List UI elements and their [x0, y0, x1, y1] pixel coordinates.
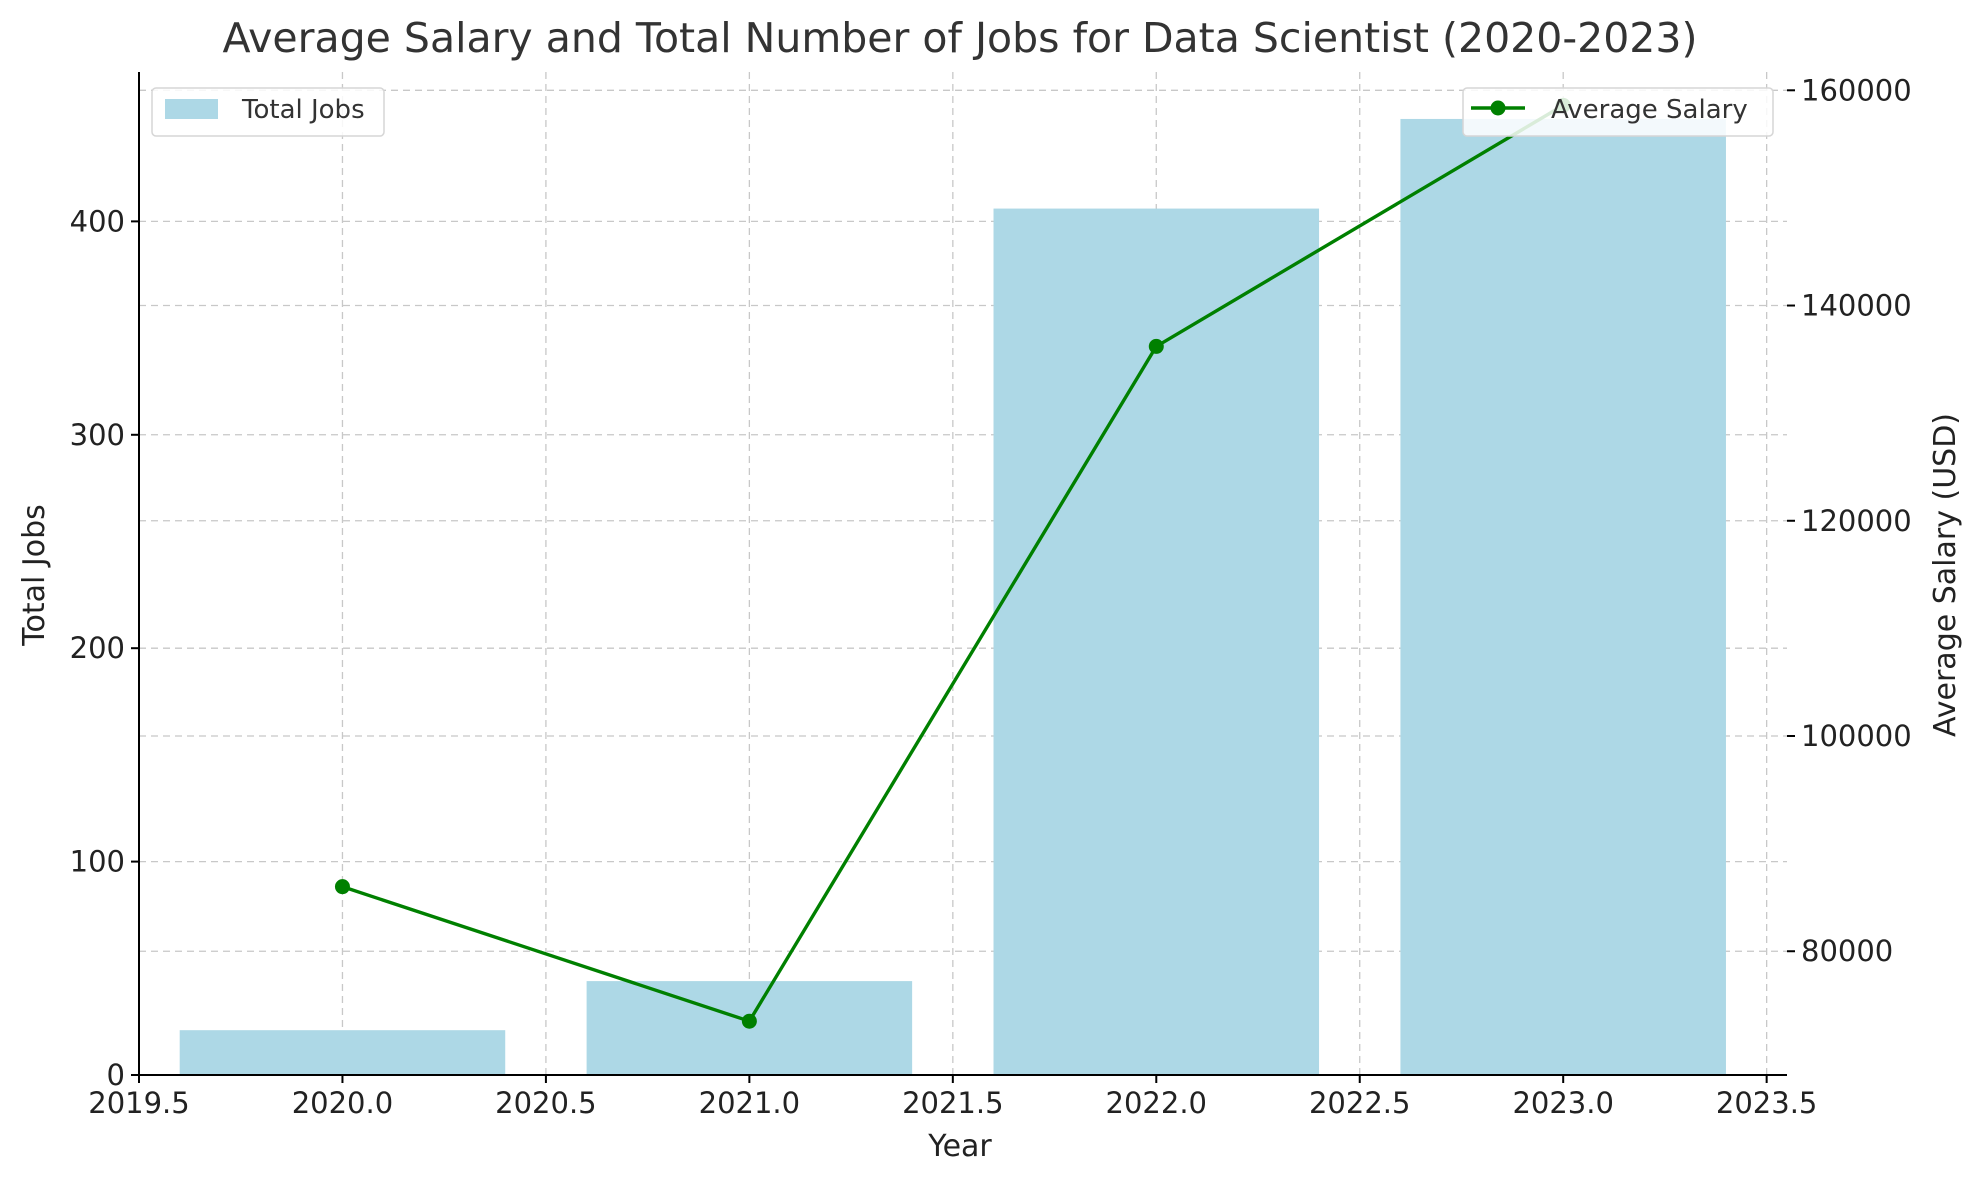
x-tick-label: 2023.5: [1716, 1086, 1817, 1120]
left-y-tick-label: 0: [107, 1058, 125, 1092]
x-tick-label: 2023.0: [1512, 1086, 1613, 1120]
x-tick-label: 2021.5: [902, 1086, 1003, 1120]
right-y-tick-label: 120000: [1801, 504, 1912, 538]
x-tick-label: 2021.0: [699, 1086, 800, 1120]
left-y-tick-label: 300: [70, 418, 125, 452]
left-y-tick-label: 100: [70, 845, 125, 879]
chart-title: Average Salary and Total Number of Jobs …: [223, 14, 1698, 62]
right-y-axis-label: Average Salary (USD): [1928, 413, 1963, 737]
legend-total-jobs: Total Jobs: [152, 88, 384, 136]
legend-marker-average-salary: [1491, 101, 1506, 116]
x-axis-label: Year: [927, 1129, 992, 1164]
right-y-tick-label: 80000: [1801, 934, 1893, 968]
x-tick-label: 2020.0: [292, 1086, 393, 1120]
left-y-tick-label: 400: [70, 204, 125, 238]
legend-swatch-total-jobs: [165, 99, 218, 119]
x-tick-label: 2022.5: [1309, 1086, 1410, 1120]
right-y-tick-label: 140000: [1801, 289, 1912, 323]
left-y-axis-label: Total Jobs: [17, 504, 52, 646]
right-y-axis-ticks: 80000 100000 120000 140000 160000: [1787, 73, 1912, 968]
bar-total-jobs-2020: [180, 1030, 506, 1075]
salary-point-2020: [335, 879, 350, 894]
salary-point-2021: [742, 1014, 757, 1029]
right-y-tick-label: 160000: [1801, 73, 1912, 107]
right-y-tick-label: 100000: [1801, 719, 1912, 753]
legend-average-salary: Average Salary: [1463, 88, 1773, 136]
x-tick-label: 2020.5: [495, 1086, 596, 1120]
bar-total-jobs-2023: [1400, 119, 1726, 1075]
legend-label-average-salary: Average Salary: [1551, 95, 1748, 125]
x-axis-ticks: 2019.5 2020.0 2020.5 2021.0 2021.5 2022.0 2022…: [88, 1075, 1817, 1120]
salary-point-2022: [1149, 339, 1164, 354]
legend-label-total-jobs: Total Jobs: [241, 95, 365, 125]
left-y-axis-ticks: 0 100 200 300 400: [70, 204, 139, 1092]
x-tick-label: 2019.5: [88, 1086, 189, 1120]
bar-series-total-jobs: [180, 119, 1726, 1075]
left-y-tick-label: 200: [70, 631, 125, 665]
x-tick-label: 2022.0: [1106, 1086, 1207, 1120]
bar-total-jobs-2022: [994, 209, 1320, 1075]
